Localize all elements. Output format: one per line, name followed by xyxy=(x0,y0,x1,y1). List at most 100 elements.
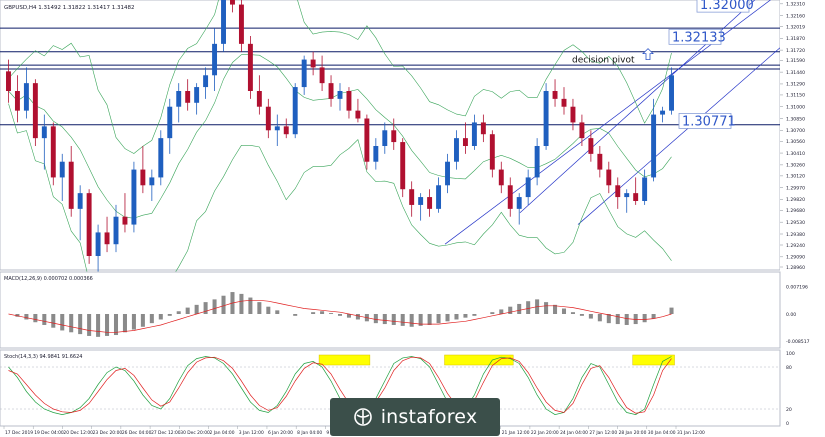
candle-body xyxy=(471,122,477,146)
candle-body xyxy=(543,91,549,146)
candle-body xyxy=(427,197,433,209)
price-tick-label: 1.29240 xyxy=(786,243,805,249)
price-tick-label: 1.31290 xyxy=(786,82,805,88)
price-tick-label: 1.30850 xyxy=(786,116,805,122)
candle-body xyxy=(131,169,137,225)
stochastic-tick-label: 100 xyxy=(786,351,795,357)
price-tick-label: 1.31870 xyxy=(786,36,805,42)
symbol-header: GBPUSD,H4 1.31492 1.31822 1.31417 1.3148… xyxy=(4,5,134,11)
macd-tick-label: -0.008517 xyxy=(786,339,810,345)
candle-body xyxy=(534,146,540,178)
candle-body xyxy=(588,138,594,154)
price-callout-label: 1.32000 xyxy=(700,0,754,13)
candle-body xyxy=(597,153,603,170)
price-tick-label: 1.29530 xyxy=(786,220,805,226)
stochastic-series xyxy=(0,354,780,415)
candle-body xyxy=(319,67,325,84)
price-tick-label: 1.32310 xyxy=(786,2,805,8)
macd-series xyxy=(8,292,674,337)
candle-body xyxy=(462,138,468,146)
candle-body xyxy=(95,232,101,256)
price-tick-label: 1.32160 xyxy=(786,13,805,19)
time-tick-label: 17 Dec 2019 xyxy=(5,430,33,436)
overbought-highlight xyxy=(632,354,675,366)
price-tick-label: 1.28960 xyxy=(786,265,805,271)
candle-body xyxy=(382,130,388,146)
candle-body xyxy=(86,193,92,256)
time-tick-label: 27 Jan 12:00 xyxy=(589,430,617,436)
candle-body xyxy=(292,87,298,135)
candle-body xyxy=(373,146,379,162)
overbought-highlight xyxy=(444,354,514,366)
stochastic-signal-line xyxy=(8,356,672,414)
price-axis: 1.32310 1.32160 1.32019 1.31870 1.31720 1.315… xyxy=(780,0,825,437)
candle-body xyxy=(400,142,406,190)
candlesticks[interactable] xyxy=(6,0,674,280)
instaforex-logo-icon xyxy=(353,408,372,426)
candle-body xyxy=(615,185,621,198)
candle-body xyxy=(283,126,289,135)
price-tick-label: 1.30700 xyxy=(786,128,805,134)
price-tick-label: 1.30560 xyxy=(786,139,805,145)
candle-body xyxy=(104,232,110,245)
price-callout-box xyxy=(668,28,722,45)
stochastic-axis-ticks: 100 80 20 0 xyxy=(786,351,795,427)
price-panel-frame xyxy=(0,0,781,271)
time-tick-label: 19 Dec 04:00 xyxy=(34,430,64,436)
price-tick-label: 1.29680 xyxy=(786,208,805,214)
stochastic-tick-label: 80 xyxy=(786,365,792,371)
time-tick-label: 23 Dec 20:00 xyxy=(93,430,123,436)
candle-body xyxy=(328,83,334,99)
candle-body xyxy=(14,91,20,111)
channel-line xyxy=(519,0,756,214)
price-panel: 1.32000 1.32133 decision pivot 1.30771 GBPU… xyxy=(0,0,796,296)
time-tick-label: 20 Dec 12:00 xyxy=(63,430,93,436)
candle-body xyxy=(409,189,415,205)
price-tick-label: 1.29970 xyxy=(786,185,805,191)
candle-body xyxy=(185,91,191,103)
candle-body xyxy=(68,161,74,209)
macd-tick-label: 0.00 xyxy=(786,312,796,318)
time-tick-label: 27 Dec 12:00 xyxy=(151,430,181,436)
time-tick-label: 24 Jan 04:00 xyxy=(560,430,588,436)
candle-body xyxy=(122,216,128,225)
candle-body xyxy=(247,43,253,91)
candle-body xyxy=(507,185,513,209)
candle-body xyxy=(203,75,209,88)
candle-body xyxy=(418,197,424,205)
candle-body xyxy=(489,134,495,170)
macd-axis-ticks: 0.007196 0.00 -0.008517 xyxy=(786,284,810,345)
price-tick-label: 1.30260 xyxy=(786,163,805,169)
watermark-text: instaforex xyxy=(380,406,478,428)
upper-band-line xyxy=(8,0,672,154)
time-tick-label: 6 Jan 20:00 xyxy=(268,430,293,436)
candle-body xyxy=(212,43,218,76)
candle-body xyxy=(436,185,442,209)
candle-body xyxy=(140,169,146,186)
price-callout-label: 1.30771 xyxy=(682,114,736,129)
candle-body xyxy=(606,169,612,186)
channel-line xyxy=(577,47,781,225)
stochastic-tick-label: 20 xyxy=(786,407,792,413)
price-tick-label: 1.31720 xyxy=(786,48,805,54)
candle-body xyxy=(337,91,343,99)
candle-body xyxy=(221,0,226,44)
up-arrow-icon xyxy=(642,48,654,61)
candle-body xyxy=(32,83,38,139)
time-tick-label: 28 Jan 20:00 xyxy=(619,430,647,436)
candle-body xyxy=(265,106,271,131)
time-tick-label: 3 Jan 12:00 xyxy=(239,430,264,436)
candle-body xyxy=(77,193,83,209)
candle-body xyxy=(23,83,29,111)
candle-body xyxy=(301,59,307,88)
time-tick-label: 26 Dec 04:00 xyxy=(122,430,152,436)
candle-body xyxy=(274,126,280,131)
macd-panel-frame xyxy=(0,271,781,349)
price-tick-label: 1.29090 xyxy=(786,255,805,261)
macd-panel: MACD(12,26,9) 0.000702 0.000366 0.007196… xyxy=(0,271,810,349)
candle-body xyxy=(158,138,164,178)
candle-body xyxy=(525,177,531,198)
time-tick-label: 30 Dec 20:00 xyxy=(180,430,210,436)
price-tick-label: 1.30120 xyxy=(786,174,805,180)
